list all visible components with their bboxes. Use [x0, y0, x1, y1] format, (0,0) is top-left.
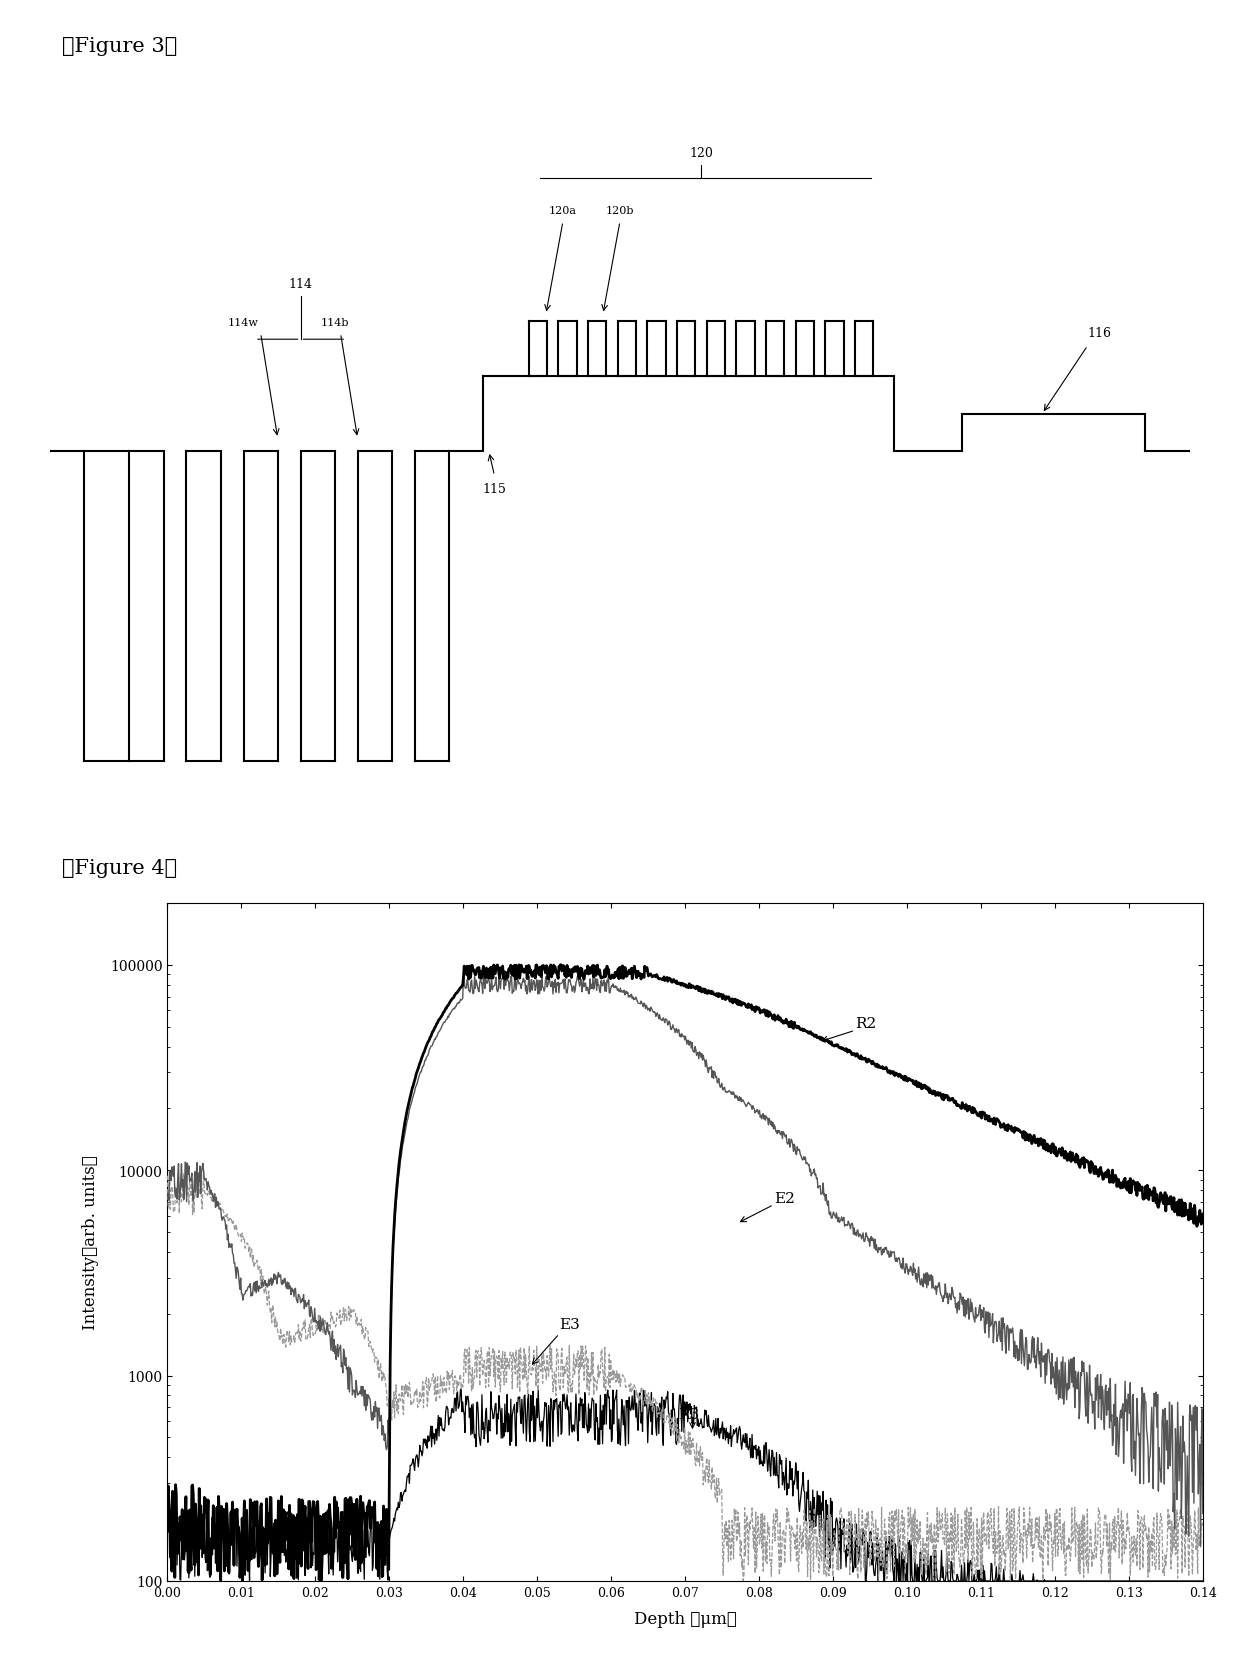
Text: 【Figure 4】: 【Figure 4】 [62, 858, 177, 877]
Text: E2: E2 [774, 1191, 795, 1205]
X-axis label: Depth （μm）: Depth （μm） [634, 1609, 737, 1626]
Text: 120: 120 [689, 147, 713, 161]
Text: 114w: 114w [228, 318, 259, 328]
Text: R2: R2 [856, 1016, 877, 1031]
Text: E3: E3 [559, 1317, 580, 1332]
Text: 【Figure 3】: 【Figure 3】 [62, 37, 177, 55]
Text: 115: 115 [482, 483, 506, 495]
Text: 120a: 120a [549, 206, 577, 216]
Y-axis label: Intensity（arb. units）: Intensity（arb. units） [82, 1154, 99, 1330]
Text: 114: 114 [289, 278, 312, 291]
Text: R3: R3 [678, 1407, 699, 1422]
Text: 116: 116 [1087, 326, 1111, 340]
Text: 114b: 114b [321, 318, 348, 328]
Text: 120b: 120b [606, 206, 634, 216]
